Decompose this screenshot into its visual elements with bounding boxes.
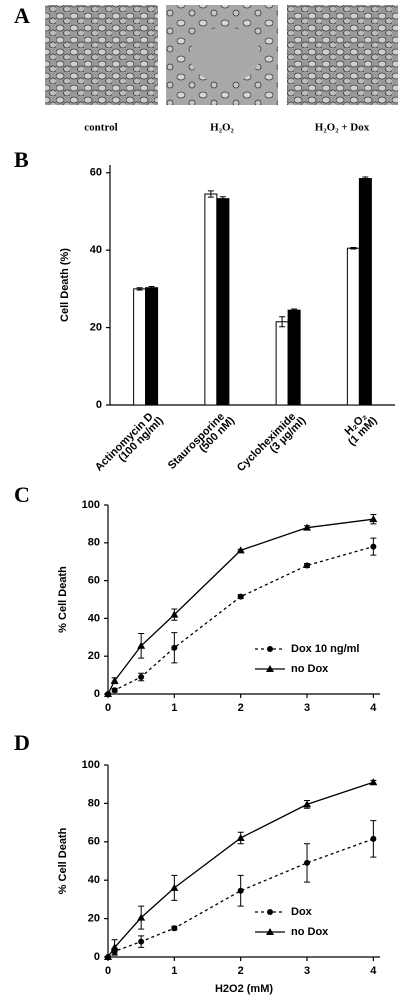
error-bar	[350, 246, 357, 250]
marker	[303, 800, 312, 808]
image-label: H₂O₂	[210, 122, 234, 134]
error-bar	[279, 316, 286, 328]
y-tick-label: 80	[88, 797, 100, 809]
marker	[236, 833, 245, 841]
y-tick-label: 80	[88, 537, 100, 549]
marker	[171, 644, 178, 651]
error-bar	[148, 286, 155, 290]
bar	[346, 247, 360, 406]
image-label: H₂O₂ + Dox	[315, 122, 370, 134]
marker	[104, 953, 112, 960]
legend-marker	[267, 646, 273, 652]
x-tick-label: 1	[171, 965, 177, 977]
y-tick-label: 100	[82, 759, 100, 771]
marker	[369, 778, 378, 786]
error-bar	[136, 287, 143, 291]
y-tick-label: 100	[82, 499, 100, 511]
marker	[236, 546, 245, 554]
legend-marker	[266, 665, 274, 672]
image-label: control	[84, 122, 117, 134]
bar	[204, 193, 218, 406]
line	[107, 545, 374, 695]
marker	[304, 562, 311, 569]
y-axis-label: % Cell Death	[57, 827, 69, 894]
legend-label: Dox 10 ng/ml	[291, 643, 359, 655]
axis	[107, 505, 380, 695]
bar	[275, 321, 289, 406]
bar	[287, 309, 301, 406]
marker	[111, 687, 118, 694]
x-tick-label: 2	[238, 965, 244, 977]
y-tick-label: 60	[90, 167, 102, 179]
panel-letter: C	[14, 482, 30, 507]
y-tick-label: 20	[88, 913, 100, 925]
y-tick-label: 0	[94, 688, 100, 700]
y-tick-label: 60	[88, 575, 100, 587]
y-tick-label: 20	[88, 650, 100, 662]
marker	[304, 859, 311, 866]
legend-label: Dox	[291, 906, 313, 918]
micrograph	[45, 5, 158, 105]
x-tick-label: 3	[304, 965, 310, 977]
marker	[137, 913, 146, 921]
x-tick-label: 0	[105, 965, 111, 977]
bar	[358, 178, 372, 406]
y-tick-label: 40	[88, 612, 100, 624]
bar	[216, 198, 230, 406]
marker	[369, 515, 378, 523]
y-axis-label: Cell Death (%)	[59, 248, 71, 322]
marker	[237, 887, 244, 894]
marker	[171, 925, 178, 932]
x-tick-label: 4	[370, 965, 377, 977]
bar	[145, 287, 159, 406]
y-tick-label: 40	[88, 874, 100, 886]
y-tick-label: 0	[94, 951, 100, 963]
x-tick-label: 1	[171, 702, 177, 714]
error-bar	[291, 308, 298, 312]
marker	[137, 641, 146, 649]
panel-letter: D	[14, 730, 30, 755]
x-tick-label: 4	[370, 702, 377, 714]
line	[107, 781, 374, 958]
x-axis-label: H2O2 (mM)	[215, 983, 273, 995]
marker	[370, 835, 377, 842]
panel-letter: A	[14, 3, 30, 28]
y-tick-label: 0	[96, 399, 102, 411]
y-tick-label: 60	[88, 836, 100, 848]
bar	[133, 288, 147, 406]
marker	[110, 943, 119, 951]
x-tick-label: 0	[105, 702, 111, 714]
marker	[110, 676, 119, 684]
legend-label: no Dox	[291, 663, 329, 675]
legend-label: no Dox	[291, 926, 329, 938]
legend-marker	[267, 909, 273, 915]
y-tick-label: 40	[90, 244, 102, 256]
marker	[138, 673, 145, 680]
x-tick-label: 3	[304, 702, 310, 714]
micrograph	[287, 5, 398, 105]
marker	[170, 610, 179, 618]
y-tick-label: 20	[90, 321, 102, 333]
y-axis-label: % Cell Death	[57, 566, 69, 633]
marker	[237, 593, 244, 600]
line	[107, 518, 374, 695]
micrograph-clearing	[190, 27, 260, 83]
marker	[104, 690, 112, 697]
x-tick-label: 2	[238, 702, 244, 714]
marker	[170, 883, 179, 891]
panel-letter: B	[14, 147, 29, 172]
marker	[138, 938, 145, 945]
error-bar	[207, 190, 214, 198]
marker	[370, 543, 377, 550]
legend-marker	[266, 928, 274, 935]
marker	[303, 523, 312, 531]
error-bar	[219, 196, 226, 202]
error-bar	[362, 176, 369, 181]
